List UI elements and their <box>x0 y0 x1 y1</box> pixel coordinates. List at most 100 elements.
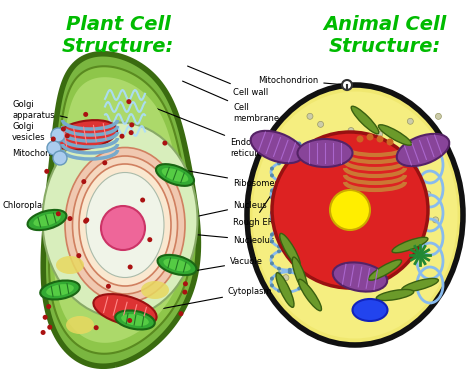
Circle shape <box>288 248 292 252</box>
Circle shape <box>408 156 414 162</box>
Ellipse shape <box>333 262 387 292</box>
Circle shape <box>301 192 305 196</box>
Circle shape <box>288 202 292 206</box>
Text: Mitochondrion: Mitochondrion <box>258 76 344 85</box>
Ellipse shape <box>86 172 164 277</box>
Circle shape <box>270 283 274 287</box>
Circle shape <box>82 179 86 184</box>
Circle shape <box>270 166 274 170</box>
Circle shape <box>376 135 383 142</box>
Ellipse shape <box>276 273 294 307</box>
Circle shape <box>277 267 281 270</box>
Ellipse shape <box>351 106 379 134</box>
Circle shape <box>297 155 301 158</box>
Circle shape <box>127 99 131 104</box>
Text: Rough ER: Rough ER <box>233 173 285 227</box>
Ellipse shape <box>43 123 198 317</box>
Circle shape <box>277 271 281 275</box>
Circle shape <box>425 191 431 197</box>
Circle shape <box>277 179 281 183</box>
Circle shape <box>317 275 323 281</box>
Circle shape <box>288 268 292 272</box>
Ellipse shape <box>141 281 169 299</box>
Circle shape <box>270 145 274 149</box>
Text: Plant Cell
Structure:: Plant Cell Structure: <box>62 15 174 56</box>
Text: Cell
membrane: Cell membrane <box>182 81 279 123</box>
Circle shape <box>178 311 183 316</box>
Circle shape <box>102 160 107 165</box>
Circle shape <box>277 201 281 205</box>
Circle shape <box>84 217 89 223</box>
Circle shape <box>83 219 88 224</box>
Circle shape <box>297 220 301 224</box>
Ellipse shape <box>65 148 185 303</box>
Circle shape <box>398 261 404 268</box>
Circle shape <box>272 132 428 288</box>
Circle shape <box>76 253 82 258</box>
Text: Nucleus: Nucleus <box>160 200 267 224</box>
Circle shape <box>277 249 281 254</box>
Circle shape <box>140 197 145 203</box>
PathPatch shape <box>49 66 191 354</box>
Circle shape <box>83 112 88 117</box>
Circle shape <box>270 217 274 221</box>
Circle shape <box>297 286 301 290</box>
Text: Chloroplast: Chloroplast <box>2 200 50 218</box>
Circle shape <box>288 182 292 186</box>
Circle shape <box>270 211 274 215</box>
Circle shape <box>182 290 187 294</box>
Text: Cell wall: Cell wall <box>188 66 268 97</box>
Ellipse shape <box>298 139 353 167</box>
Circle shape <box>288 138 292 142</box>
Circle shape <box>44 169 49 174</box>
Circle shape <box>348 128 354 134</box>
Circle shape <box>318 121 324 127</box>
Circle shape <box>407 118 413 124</box>
Circle shape <box>301 236 305 240</box>
Circle shape <box>277 227 281 231</box>
Circle shape <box>51 128 65 142</box>
Circle shape <box>288 226 292 230</box>
Circle shape <box>433 217 438 223</box>
Ellipse shape <box>157 255 196 275</box>
Circle shape <box>337 131 343 137</box>
Circle shape <box>297 208 301 211</box>
Circle shape <box>53 151 67 165</box>
Ellipse shape <box>376 289 414 300</box>
Text: Golgi
vesicles: Golgi vesicles <box>12 122 78 144</box>
Text: Animal Cell
Structure:: Animal Cell Structure: <box>323 15 447 56</box>
Circle shape <box>288 290 292 294</box>
Circle shape <box>436 113 441 119</box>
Ellipse shape <box>247 85 463 345</box>
Circle shape <box>297 230 301 234</box>
Circle shape <box>292 155 298 161</box>
Circle shape <box>270 173 274 177</box>
Circle shape <box>301 214 305 218</box>
Ellipse shape <box>162 168 188 182</box>
Circle shape <box>106 284 111 289</box>
Ellipse shape <box>121 314 149 326</box>
Circle shape <box>356 135 364 142</box>
Circle shape <box>297 163 301 168</box>
Circle shape <box>303 223 309 229</box>
Circle shape <box>270 239 274 244</box>
Circle shape <box>288 180 292 184</box>
Text: Golgi
apparatus: Golgi apparatus <box>12 100 84 121</box>
Circle shape <box>377 131 383 137</box>
PathPatch shape <box>43 54 199 366</box>
Circle shape <box>297 199 301 203</box>
Circle shape <box>41 330 46 335</box>
Ellipse shape <box>40 280 80 300</box>
Ellipse shape <box>292 257 308 293</box>
Ellipse shape <box>392 237 428 253</box>
Circle shape <box>297 176 301 180</box>
Text: Mitochondria: Mitochondria <box>12 136 82 158</box>
Circle shape <box>331 211 337 217</box>
Circle shape <box>147 237 152 242</box>
Circle shape <box>301 148 305 152</box>
Circle shape <box>297 265 301 268</box>
Ellipse shape <box>156 164 194 186</box>
Ellipse shape <box>353 299 388 321</box>
Circle shape <box>301 280 305 284</box>
Circle shape <box>129 123 134 127</box>
